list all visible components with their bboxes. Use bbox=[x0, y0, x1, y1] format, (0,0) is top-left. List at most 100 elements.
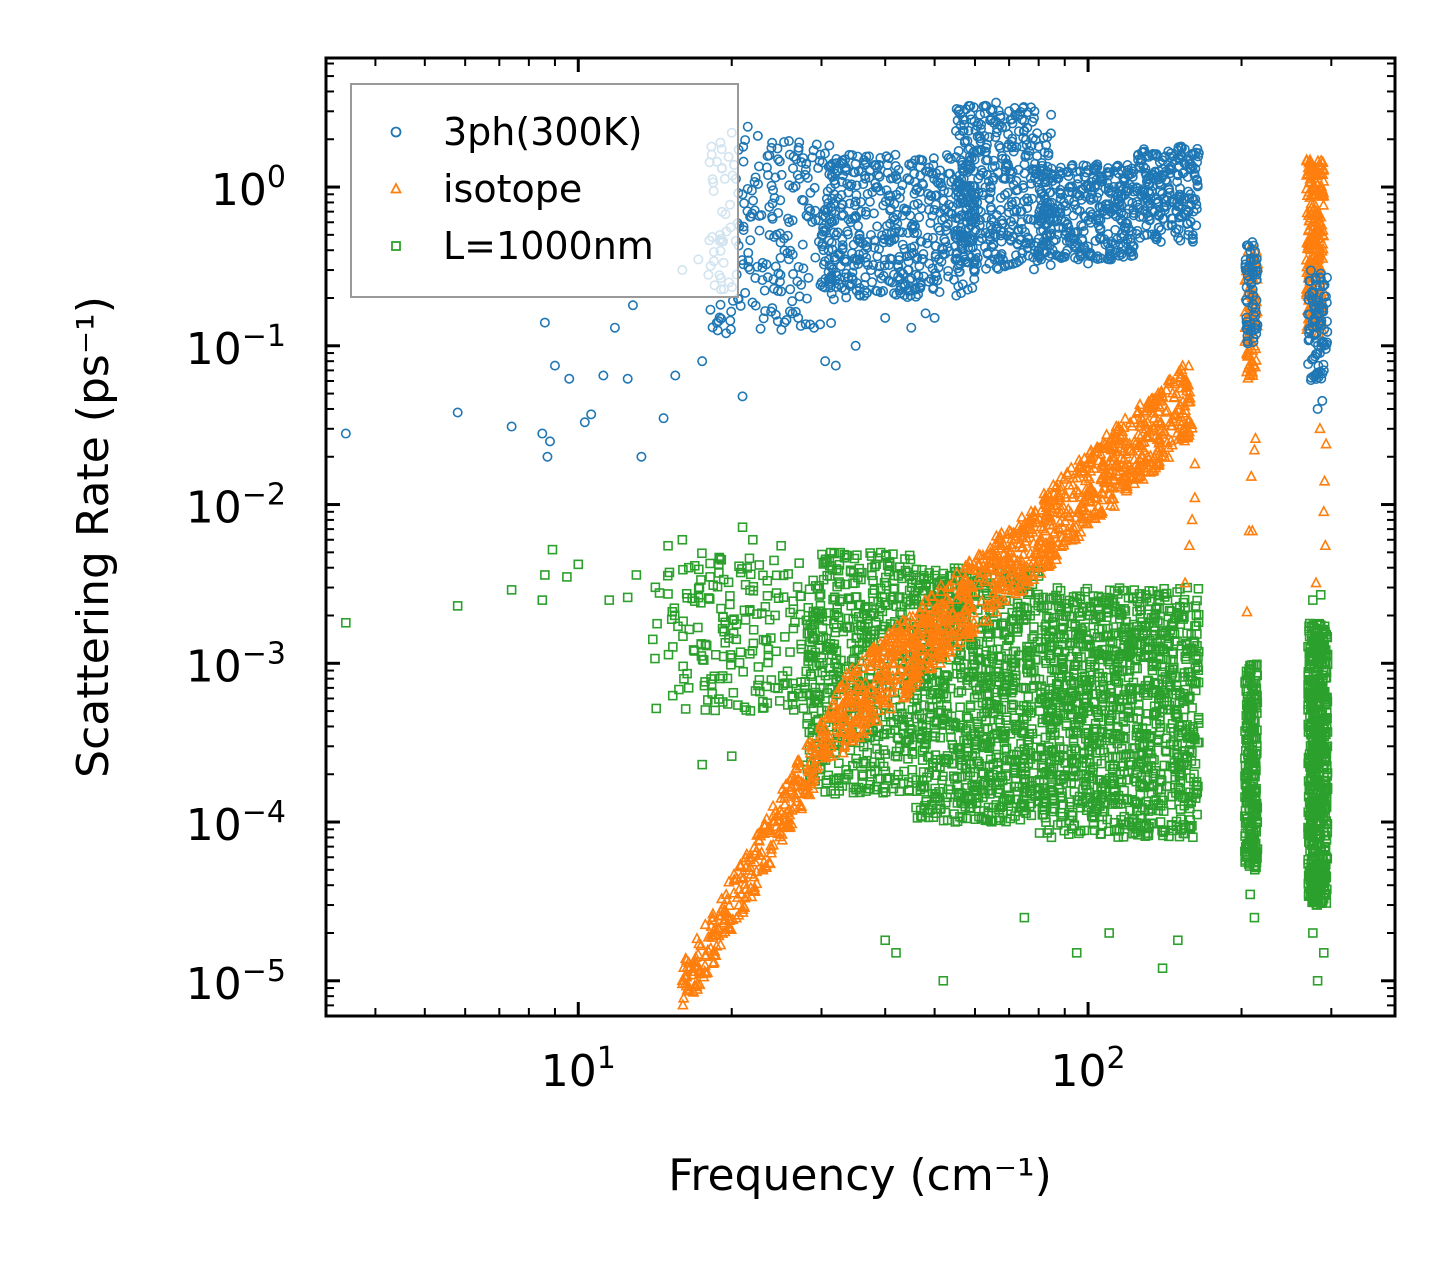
square-point bbox=[937, 775, 947, 786]
square-point bbox=[969, 669, 979, 679]
square-point bbox=[880, 597, 890, 608]
square-point bbox=[893, 733, 904, 744]
square-point bbox=[909, 593, 919, 604]
square-point bbox=[932, 715, 942, 726]
square-point bbox=[839, 774, 849, 785]
square-point bbox=[885, 717, 896, 727]
square-point bbox=[778, 570, 789, 581]
square-point bbox=[946, 711, 957, 721]
square-point bbox=[840, 579, 851, 590]
square-point bbox=[1008, 623, 1019, 634]
square-point bbox=[917, 720, 928, 731]
square-point bbox=[701, 640, 712, 651]
square-point bbox=[1012, 598, 1023, 609]
square-point bbox=[879, 577, 890, 588]
square-point bbox=[999, 745, 1010, 755]
square-point bbox=[788, 705, 799, 715]
square-point bbox=[714, 552, 724, 563]
square-point bbox=[805, 669, 816, 679]
square-point bbox=[831, 674, 842, 685]
square-point bbox=[798, 703, 809, 714]
square-point bbox=[981, 646, 992, 656]
square-point bbox=[718, 574, 729, 585]
square-point bbox=[703, 593, 714, 603]
square-point bbox=[802, 713, 813, 723]
square-point bbox=[833, 773, 844, 784]
square-point bbox=[925, 597, 936, 607]
square-point bbox=[833, 612, 844, 623]
square-point bbox=[911, 802, 921, 813]
square-point bbox=[1006, 616, 1017, 627]
square-point bbox=[807, 622, 817, 633]
square-point bbox=[994, 788, 1005, 798]
square-point bbox=[794, 558, 804, 568]
square-point bbox=[740, 579, 751, 590]
square-point bbox=[950, 721, 961, 732]
square-point bbox=[683, 562, 694, 573]
square-point bbox=[850, 592, 861, 602]
square-point bbox=[892, 751, 903, 762]
square-point bbox=[696, 575, 706, 585]
square-point bbox=[669, 603, 680, 613]
square-point bbox=[895, 607, 905, 618]
square-point bbox=[674, 684, 684, 695]
square-point bbox=[722, 699, 733, 709]
square-point bbox=[836, 655, 846, 666]
square-point bbox=[788, 623, 799, 634]
square-point bbox=[1016, 727, 1027, 738]
square-point bbox=[974, 683, 985, 694]
square-point bbox=[748, 624, 759, 635]
square-point bbox=[996, 651, 1006, 661]
square-point bbox=[650, 653, 660, 664]
square-point bbox=[1001, 715, 1011, 726]
square-point bbox=[785, 647, 795, 657]
square-point bbox=[821, 778, 832, 788]
square-point bbox=[1032, 637, 1043, 647]
square-point bbox=[868, 608, 879, 618]
square-point bbox=[719, 626, 729, 637]
square-point bbox=[808, 575, 818, 586]
square-point bbox=[930, 728, 941, 738]
square-point bbox=[984, 688, 995, 699]
square-point bbox=[1025, 786, 1035, 796]
square-point bbox=[815, 675, 826, 686]
square-point bbox=[1018, 728, 1029, 739]
square-point bbox=[782, 700, 793, 710]
square-point bbox=[953, 742, 964, 753]
square-point bbox=[1008, 646, 1019, 657]
square-point bbox=[923, 678, 933, 689]
square-point bbox=[663, 589, 673, 599]
square-point bbox=[780, 678, 790, 689]
square-point bbox=[1125, 805, 1135, 816]
square-point bbox=[758, 696, 768, 707]
square-point bbox=[1007, 755, 1017, 765]
square-point bbox=[1000, 660, 1011, 671]
square-point bbox=[972, 756, 982, 767]
square-point bbox=[880, 786, 891, 797]
square-point bbox=[684, 624, 695, 635]
square-point bbox=[844, 594, 855, 605]
square-point bbox=[970, 784, 980, 795]
square-point bbox=[868, 575, 878, 586]
square-point bbox=[992, 628, 1003, 639]
square-point bbox=[811, 661, 822, 671]
square-point bbox=[940, 797, 951, 808]
square-point bbox=[963, 713, 973, 724]
square-point bbox=[993, 703, 1004, 714]
square-point bbox=[942, 815, 953, 825]
square-point bbox=[930, 783, 940, 794]
square-point bbox=[818, 632, 829, 643]
square-point bbox=[814, 591, 825, 601]
square-point bbox=[969, 655, 979, 665]
square-point bbox=[1018, 715, 1029, 725]
square-point bbox=[856, 574, 866, 585]
square-point bbox=[919, 738, 930, 748]
square-point bbox=[813, 689, 823, 700]
square-point bbox=[919, 700, 929, 710]
square-point bbox=[967, 667, 977, 678]
square-point bbox=[761, 635, 771, 645]
square-point bbox=[764, 614, 775, 625]
square-point bbox=[697, 548, 707, 559]
square-point bbox=[952, 798, 963, 808]
